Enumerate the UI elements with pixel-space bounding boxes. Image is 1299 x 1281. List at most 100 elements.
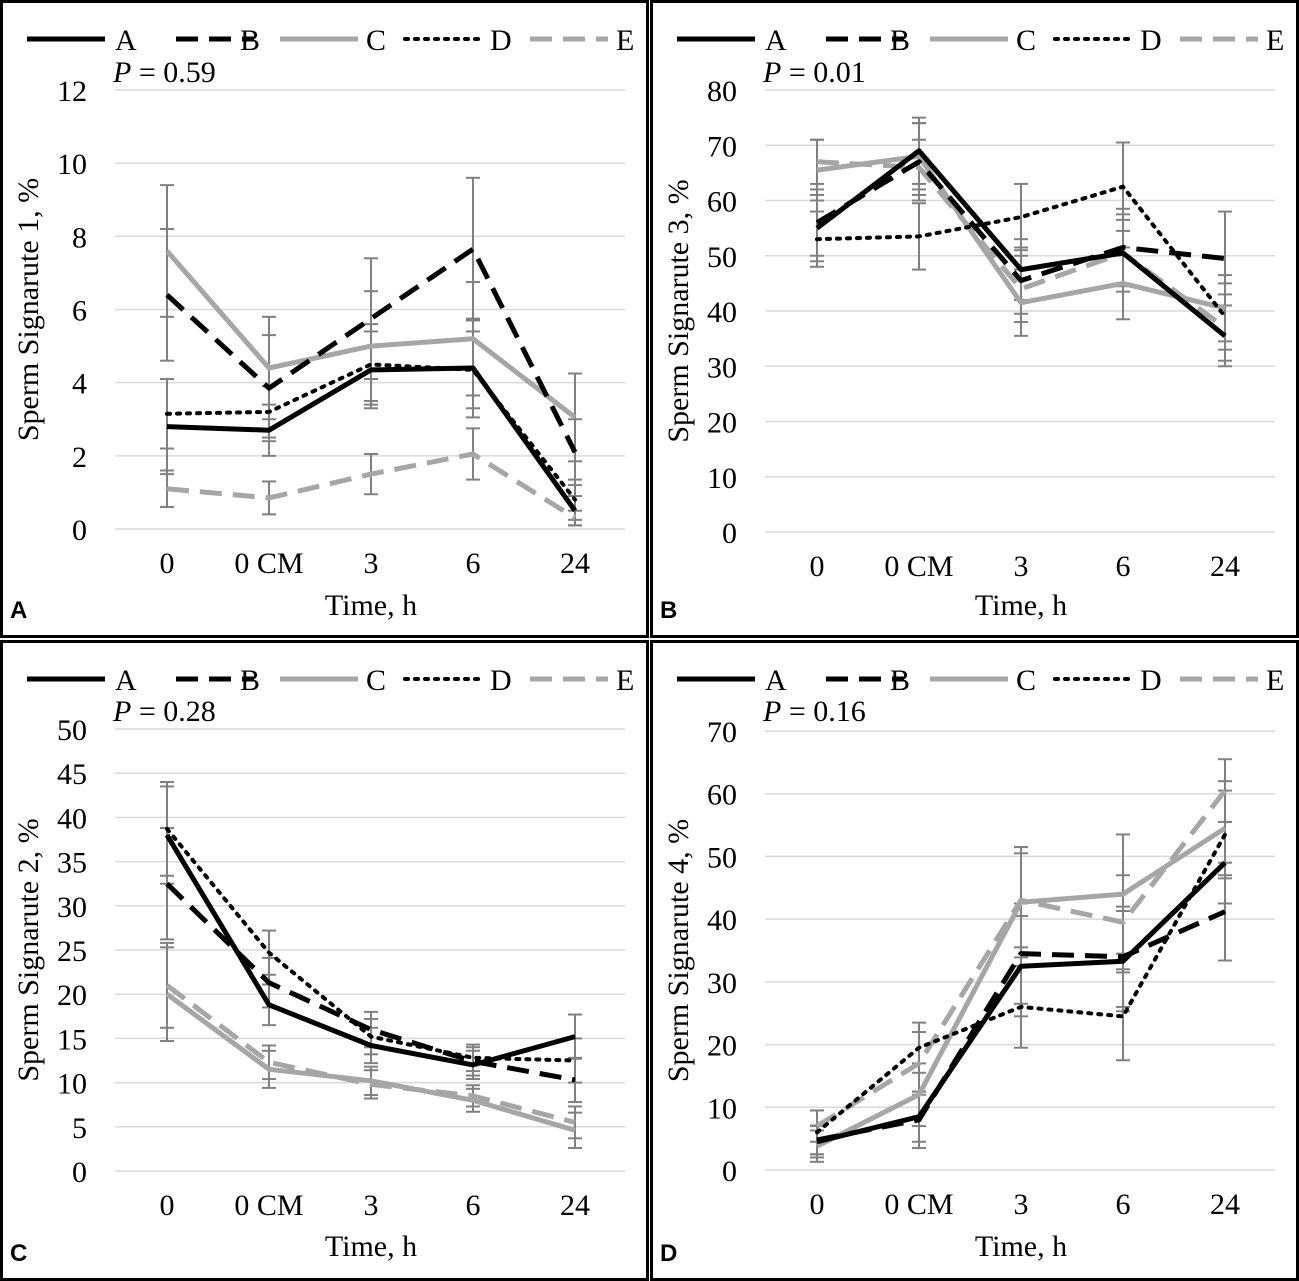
p-value-text: = 0.16: [781, 695, 865, 728]
x-tick-label: 3: [364, 1189, 379, 1222]
legend-label-a: A: [765, 664, 787, 697]
y-tick-label: 50: [707, 841, 737, 874]
series-line-b: [815, 159, 1226, 284]
panel-label: D: [660, 1240, 677, 1267]
legend-label-b: B: [240, 664, 260, 697]
p-symbol: P: [112, 56, 131, 89]
legend-label-e: E: [1266, 664, 1284, 697]
y-tick-label: 25: [57, 935, 87, 968]
legend-label-d: D: [1140, 664, 1162, 697]
y-tick-label: 10: [57, 148, 87, 181]
y-tick-label: 10: [707, 462, 737, 495]
p-value-annotation: P = 0.01: [762, 56, 866, 89]
y-tick-label: 40: [707, 296, 737, 329]
series-line-e: [166, 451, 577, 521]
panel-border: [0, 0, 649, 638]
legend-label-a: A: [115, 24, 137, 57]
y-tick-label: 30: [57, 891, 87, 924]
x-tick-label: 3: [1014, 550, 1029, 583]
y-tick-label: 45: [57, 758, 87, 791]
panel-border: [650, 640, 1299, 1281]
legend-label-b: B: [890, 24, 910, 57]
y-tick-label: 0: [72, 514, 87, 547]
y-tick-label: 60: [707, 779, 737, 812]
x-tick-label: 6: [1116, 550, 1131, 583]
y-tick-label: 30: [707, 967, 737, 1000]
legend-label-e: E: [616, 24, 634, 57]
legend-label-a: A: [765, 24, 787, 57]
series-line-a: [816, 860, 1227, 1145]
x-tick-label: 6: [1116, 1188, 1131, 1221]
p-value-annotation: P = 0.16: [762, 695, 866, 728]
y-tick-label: 4: [72, 368, 87, 401]
legend-label-d: D: [490, 664, 512, 697]
y-axis-title: Sperm Signarute 3, %: [662, 179, 695, 442]
series-line-c: [816, 153, 1226, 311]
x-tick-label: 0 CM: [884, 1188, 953, 1221]
y-tick-label: 80: [707, 75, 737, 108]
x-tick-label: 24: [560, 547, 590, 580]
x-tick-label: 0 CM: [234, 1189, 303, 1222]
legend-label-d: D: [490, 24, 512, 57]
y-tick-label: 15: [57, 1023, 87, 1056]
chart-panel-b: 0 10 20 30 40 50 60 70 80 0 0 CM 3 6 24 Time, h Sperm S…: [650, 0, 1299, 638]
x-axis-title: Time, h: [975, 589, 1067, 622]
y-axis-title: Sperm Signarute 1, %: [12, 178, 45, 441]
x-tick-label: 0 CM: [884, 550, 953, 583]
chart-panel-d: 0 10 20 30 40 50 60 70 0 0 CM 3 6 24 Time, h Sperm Sig…: [650, 640, 1299, 1281]
legend-label-c: C: [1016, 664, 1036, 697]
legend-label-b: B: [890, 664, 910, 697]
y-axis-title: Sperm Signarute 4, %: [662, 819, 695, 1082]
x-tick-label: 3: [364, 547, 379, 580]
x-tick-label: 24: [1210, 1188, 1240, 1221]
legend-label-a: A: [115, 664, 137, 697]
legend-label-c: C: [1016, 24, 1036, 57]
y-tick-label: 10: [707, 1092, 737, 1125]
x-axis-title: Time, h: [325, 1230, 417, 1263]
series-line-d: [165, 826, 577, 1063]
p-value-text: = 0.59: [131, 56, 215, 89]
x-tick-label: 3: [1014, 1188, 1029, 1221]
panel-label: A: [10, 597, 27, 624]
legend-label-e: E: [616, 664, 634, 697]
x-tick-label: 0: [810, 550, 825, 583]
legend-label-b: B: [240, 24, 260, 57]
p-value-text: = 0.01: [781, 56, 865, 89]
series-line-a: [166, 365, 578, 513]
y-tick-label: 0: [72, 1156, 87, 1189]
y-tick-label: 0: [722, 1155, 737, 1188]
y-tick-label: 40: [57, 802, 87, 835]
y-tick-label: 20: [57, 979, 87, 1012]
y-tick-label: 8: [72, 221, 87, 254]
p-symbol: P: [112, 695, 131, 728]
panel-label: B: [660, 597, 677, 624]
x-axis-title: Time, h: [325, 589, 417, 622]
y-tick-label: 30: [707, 351, 737, 384]
series-line-d: [815, 832, 1227, 1135]
legend-label-e: E: [1266, 24, 1284, 57]
y-tick-label: 70: [707, 716, 737, 749]
y-tick-label: 0: [722, 517, 737, 550]
y-tick-label: 2: [72, 441, 87, 474]
panel-label: C: [10, 1240, 27, 1267]
series-line-a: [815, 148, 1227, 338]
x-tick-label: 6: [466, 1189, 481, 1222]
y-tick-label: 10: [57, 1068, 87, 1101]
y-tick-label: 50: [707, 241, 737, 274]
p-symbol: P: [762, 56, 781, 89]
y-tick-label: 60: [707, 186, 737, 219]
panel-border: [650, 0, 1299, 638]
series-line-d: [815, 184, 1227, 319]
y-tick-label: 20: [707, 407, 737, 440]
x-axis-title: Time, h: [975, 1230, 1067, 1263]
legend-label-c: C: [366, 24, 386, 57]
p-symbol: P: [762, 695, 781, 728]
x-tick-label: 0: [810, 1188, 825, 1221]
y-tick-label: 70: [707, 130, 737, 163]
x-tick-label: 0 CM: [234, 547, 303, 580]
x-tick-label: 0: [160, 1189, 175, 1222]
series-line-c: [165, 249, 577, 420]
y-tick-label: 40: [707, 904, 737, 937]
panel-border: [0, 640, 649, 1281]
